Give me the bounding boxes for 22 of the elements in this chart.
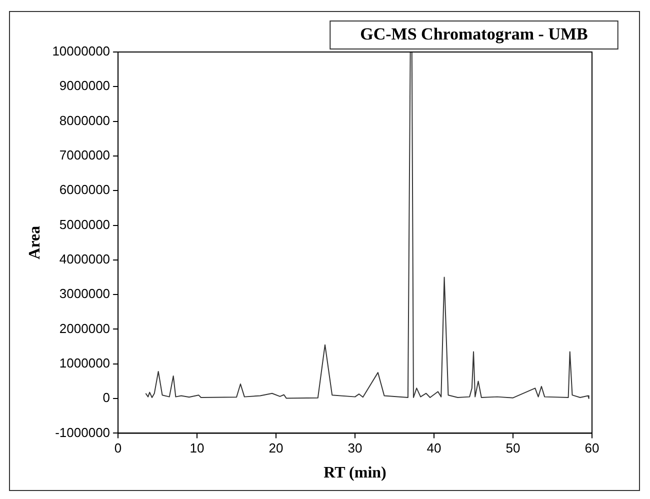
y-tick-label: 8000000 — [59, 112, 110, 128]
x-tick-label: 30 — [348, 440, 362, 456]
y-tick-label: 3000000 — [59, 286, 110, 302]
y-tick-label: 1000000 — [59, 355, 110, 370]
x-tick-label: 20 — [268, 440, 284, 456]
x-tick-label: 60 — [584, 440, 600, 456]
y-tick-label: 10000000 — [52, 44, 110, 59]
y-tick-label: 6000000 — [59, 182, 110, 198]
x-axis-title: RT (min) — [324, 464, 386, 482]
y-tick-label: -1000000 — [55, 424, 110, 440]
x-tick-label: 40 — [426, 440, 442, 456]
x-tick-label: 10 — [190, 440, 204, 456]
y-tick-label: 5000000 — [59, 216, 110, 232]
y-tick-label: 9000000 — [59, 78, 110, 94]
y-tick-label: 7000000 — [59, 148, 110, 163]
y-tick-label: 4000000 — [59, 252, 110, 267]
chart-title: GC-MS Chromatogram - UMB — [360, 24, 588, 44]
y-axis-title: Area — [26, 226, 44, 260]
x-tick-label: 50 — [506, 440, 520, 456]
y-tick-label: 0 — [102, 390, 110, 406]
y-tick-label: 2000000 — [59, 320, 110, 336]
x-tick-label: 0 — [114, 440, 122, 456]
